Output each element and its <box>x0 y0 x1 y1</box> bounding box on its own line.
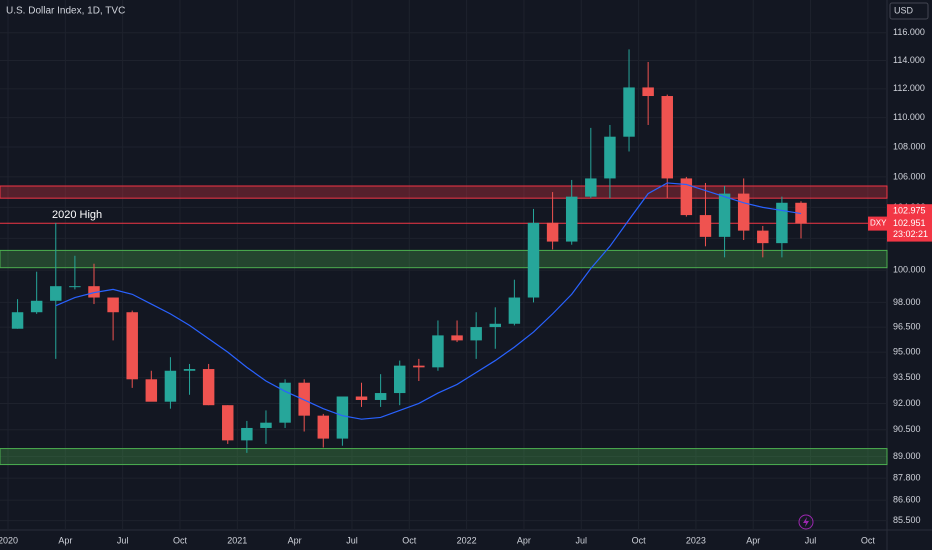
y-tick-label: 86.600 <box>893 495 921 505</box>
candle-body <box>145 379 158 402</box>
candle-body <box>642 87 654 97</box>
last-price: 102.951 <box>893 218 926 228</box>
candle-body <box>50 286 62 301</box>
candle-body <box>413 365 425 368</box>
y-tick-label: 87.800 <box>893 473 921 483</box>
currency-label[interactable]: USD <box>894 5 914 15</box>
x-tick-label: Apr <box>288 535 302 545</box>
countdown: 23:02:21 <box>893 229 928 239</box>
candle-body <box>30 300 43 313</box>
currency-button[interactable] <box>889 2 929 20</box>
zone <box>0 448 888 466</box>
candle-body <box>164 370 177 402</box>
zone <box>0 185 888 199</box>
chart-title: U.S. Dollar Index, 1D, TVC <box>6 6 125 17</box>
labels: 116.000 114.000 112.000 110.000 108.000 106.0… <box>0 27 932 545</box>
candle-body <box>737 193 750 231</box>
x-tick-label: Oct <box>402 535 417 545</box>
x-tick-label: Jul <box>346 535 358 545</box>
lightning-icon[interactable] <box>798 514 814 530</box>
y-tick-label: 110.000 <box>893 112 925 122</box>
y-tick-label: 85.500 <box>893 515 921 525</box>
candle-body <box>680 178 693 216</box>
candle-body <box>508 297 521 324</box>
candle-body <box>260 422 272 428</box>
x-tick-label: Jul <box>805 535 817 545</box>
y-tick-label: 112.000 <box>893 83 925 93</box>
candle-body <box>432 335 444 368</box>
level-value: 102.975 <box>893 206 926 216</box>
candle-body <box>565 196 578 242</box>
candle-body <box>183 369 196 371</box>
candle-body <box>776 202 788 244</box>
y-tick-label: 114.000 <box>893 55 925 65</box>
candle-body <box>661 96 673 179</box>
marks <box>11 49 807 453</box>
x-tick-label: Jul <box>117 535 129 545</box>
candle-body <box>374 393 387 400</box>
y-tick-label: 96.500 <box>893 321 921 331</box>
candle-body <box>11 312 24 329</box>
y-tick-label: 92.000 <box>893 398 921 408</box>
candle-body <box>718 193 731 237</box>
y-tick-label: 98.000 <box>893 297 921 307</box>
candle-body <box>222 405 234 441</box>
price-tag <box>868 216 887 231</box>
y-tick-label: 116.000 <box>893 27 925 37</box>
candle-body <box>699 215 712 237</box>
candle-body <box>585 178 597 197</box>
x-tick-label: Oct <box>173 535 188 545</box>
candle-body <box>298 382 310 416</box>
lightning-glyph <box>803 517 809 527</box>
moving-average <box>55 182 802 420</box>
candle-body <box>107 297 119 313</box>
candle-body <box>279 382 291 423</box>
x-tick-label: Oct <box>861 535 876 545</box>
x-tick-label: Oct <box>632 535 647 545</box>
x-tick-label: Apr <box>517 535 531 545</box>
candle-body <box>527 222 540 298</box>
x-tick-label: 2023 <box>686 535 706 545</box>
y-tick-label: 95.000 <box>893 347 921 357</box>
level-tag <box>887 204 932 218</box>
x-tick-label: 2022 <box>457 535 477 545</box>
zones <box>0 185 888 466</box>
candle-body <box>757 230 769 244</box>
candle-body <box>202 369 215 406</box>
symbol-tag: DXY <box>870 219 887 228</box>
y-tick-label: 108.000 <box>893 141 926 151</box>
y-tick-label: 106.000 <box>893 171 926 181</box>
candle-body <box>451 335 463 341</box>
x-tick-label: Apr <box>746 535 760 545</box>
x-tick-label: Apr <box>58 535 72 545</box>
candle-body <box>623 87 635 137</box>
candle-body <box>393 365 406 394</box>
candle-body <box>88 286 100 298</box>
candle-body <box>489 323 502 328</box>
x-tick-label: 2020 <box>0 535 18 545</box>
candle-body <box>126 312 138 380</box>
y-tick-label: 89.000 <box>893 451 921 461</box>
candle-body <box>336 396 349 439</box>
zone <box>0 249 888 269</box>
candle-body <box>604 136 616 179</box>
y-tick-label: 100.000 <box>893 264 926 274</box>
candle-body <box>69 286 81 288</box>
x-tick-label: 2021 <box>227 535 247 545</box>
candle-body <box>317 415 330 439</box>
price-tag <box>887 216 932 242</box>
annotation: 2020 High <box>52 209 102 221</box>
x-tick-label: Jul <box>576 535 588 545</box>
candle-body <box>546 222 559 242</box>
candle-body <box>355 396 368 400</box>
candle-body <box>241 427 253 441</box>
candle-body <box>470 327 482 341</box>
y-tick-label: 90.500 <box>893 424 921 434</box>
y-tick-label: 93.500 <box>893 372 921 382</box>
